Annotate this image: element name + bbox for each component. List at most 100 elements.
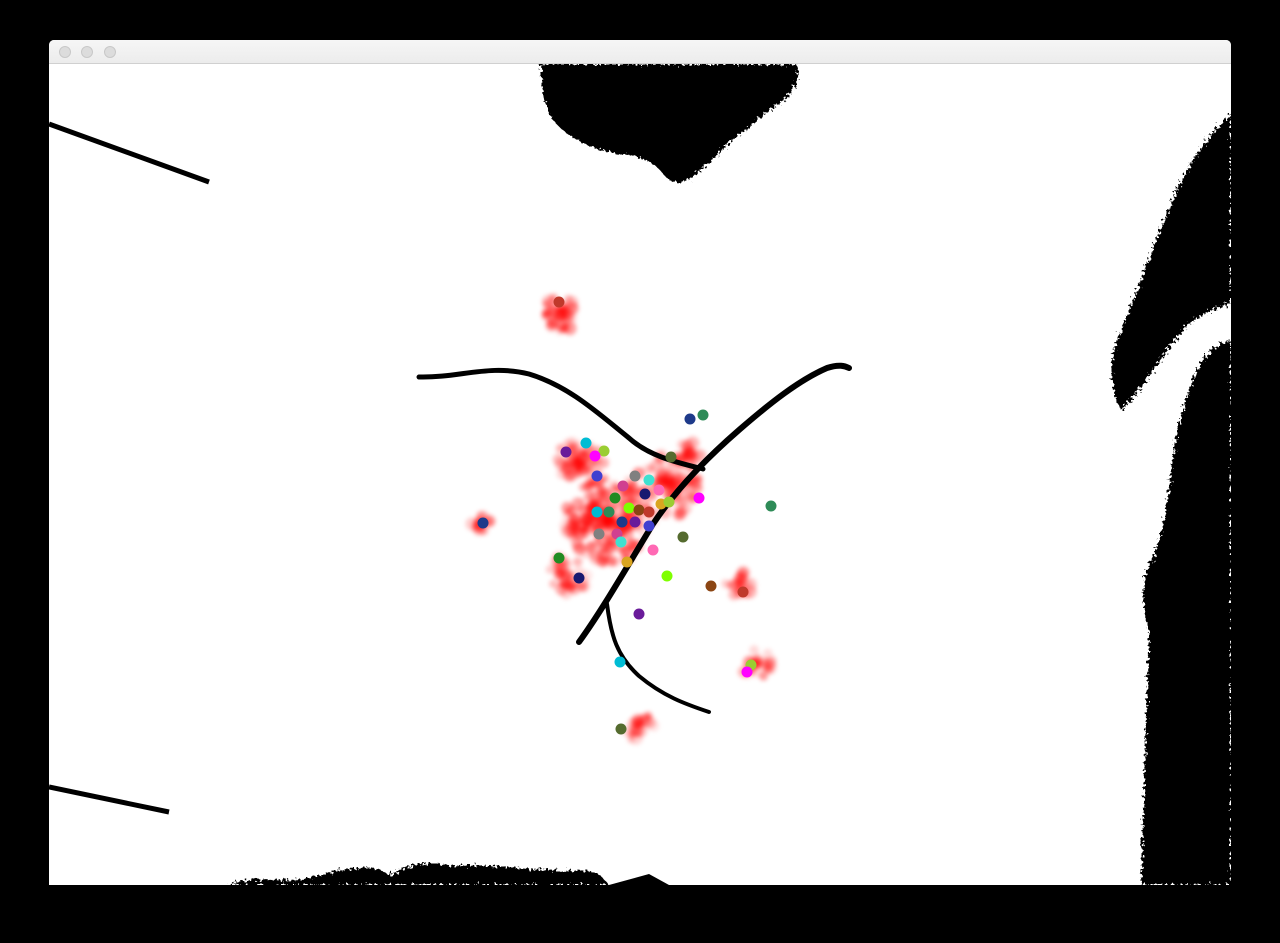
edge-line-bottom-left bbox=[49, 784, 170, 815]
trail-dot bbox=[597, 556, 609, 568]
trail-dot bbox=[591, 518, 601, 529]
trail-dot bbox=[600, 474, 609, 483]
particle-head bbox=[677, 531, 689, 543]
trail-dot bbox=[633, 723, 648, 738]
right-silhouette bbox=[1112, 114, 1231, 410]
trail-dot bbox=[762, 648, 773, 659]
trail-dot bbox=[694, 474, 703, 483]
trail-dot bbox=[605, 550, 614, 560]
particle-head bbox=[661, 570, 673, 582]
trail-dot bbox=[577, 582, 588, 592]
trail-dot bbox=[743, 577, 757, 592]
zoom-window-button[interactable] bbox=[104, 46, 116, 58]
trail-dot bbox=[552, 453, 565, 466]
trail-dot bbox=[626, 481, 639, 495]
trail-dot bbox=[619, 490, 628, 499]
particle-head bbox=[591, 470, 603, 482]
trail-dot bbox=[763, 664, 774, 674]
particle-head bbox=[623, 502, 635, 514]
particle-head bbox=[591, 506, 603, 518]
close-window-button[interactable] bbox=[59, 46, 71, 58]
trail-dot bbox=[660, 462, 670, 472]
trail-dot bbox=[583, 479, 592, 488]
trail-dot bbox=[549, 579, 558, 589]
minimize-window-button[interactable] bbox=[81, 46, 93, 58]
canvas-drawing bbox=[49, 64, 1231, 885]
trail-dot bbox=[561, 323, 571, 333]
particle-head bbox=[477, 517, 489, 529]
particle-head bbox=[684, 413, 696, 425]
right-silhouette-lower bbox=[1141, 340, 1231, 885]
particle-head bbox=[617, 480, 629, 492]
particle-head bbox=[553, 552, 565, 564]
trail-dot bbox=[580, 528, 591, 539]
bottom-silhouette-right bbox=[609, 874, 669, 885]
trail-dot bbox=[619, 545, 633, 558]
particle-heads bbox=[477, 296, 777, 735]
particle-head bbox=[553, 296, 565, 308]
particle-head bbox=[765, 500, 777, 512]
particle-head bbox=[693, 492, 705, 504]
trail-dot bbox=[562, 524, 575, 537]
trail-dot bbox=[607, 479, 620, 492]
stroke-curve-upper bbox=[416, 367, 706, 472]
trail-dot bbox=[563, 294, 573, 304]
trail-dot bbox=[665, 478, 677, 490]
trail-dot bbox=[734, 579, 744, 589]
trail-dot bbox=[645, 464, 655, 474]
particle-head bbox=[653, 484, 665, 496]
trail-dot bbox=[569, 472, 579, 482]
stroke-curve-lower bbox=[605, 602, 711, 714]
trail-dot bbox=[749, 645, 759, 655]
particle-head bbox=[629, 516, 641, 528]
trail-dot bbox=[596, 543, 608, 555]
particle-head bbox=[663, 496, 675, 508]
trail-dot bbox=[546, 319, 557, 330]
trail-dot bbox=[575, 462, 590, 477]
particle-head bbox=[589, 450, 601, 462]
particle-head bbox=[573, 572, 585, 584]
particle-head bbox=[643, 506, 655, 518]
particle-head bbox=[615, 536, 627, 548]
particle-head bbox=[705, 580, 717, 592]
particle-head bbox=[741, 666, 753, 678]
particle-head bbox=[665, 451, 677, 463]
particle-head bbox=[560, 446, 572, 458]
trail-dot bbox=[545, 565, 555, 574]
trail-dot bbox=[637, 713, 651, 727]
particle-head bbox=[603, 506, 615, 518]
particle-head bbox=[633, 504, 645, 516]
stroke-diagonal bbox=[576, 362, 852, 645]
particle-head bbox=[643, 474, 655, 486]
particle-head bbox=[616, 516, 628, 528]
particle-head bbox=[609, 492, 621, 504]
trail-dot bbox=[647, 719, 660, 732]
particle-head bbox=[643, 520, 655, 532]
trail-dot bbox=[556, 307, 569, 320]
trail-dot bbox=[675, 507, 688, 520]
particle-head bbox=[615, 723, 627, 735]
trail-dot bbox=[626, 495, 635, 505]
app-window bbox=[49, 40, 1231, 885]
drawn-strokes bbox=[416, 362, 852, 714]
particle-head bbox=[580, 437, 592, 449]
particle-head bbox=[629, 470, 641, 482]
particle-head bbox=[614, 656, 626, 668]
particle-head bbox=[621, 556, 633, 568]
edge-line-top-left bbox=[49, 121, 210, 185]
trail-dot bbox=[726, 580, 735, 590]
sketch-canvas[interactable] bbox=[49, 64, 1231, 885]
particle-head bbox=[647, 544, 659, 556]
trail-dot bbox=[737, 568, 748, 579]
trail-dot bbox=[682, 439, 694, 451]
particle-head bbox=[593, 528, 605, 540]
title-bar[interactable] bbox=[49, 40, 1231, 64]
trail-dot bbox=[598, 457, 610, 469]
particle-head bbox=[639, 488, 651, 500]
trail-dot bbox=[566, 506, 577, 516]
trail-dot bbox=[582, 516, 593, 527]
particle-head bbox=[697, 409, 709, 421]
trail-dot bbox=[579, 545, 592, 559]
trail-dot bbox=[541, 308, 552, 319]
right-silhouette-mid bbox=[1199, 359, 1231, 385]
